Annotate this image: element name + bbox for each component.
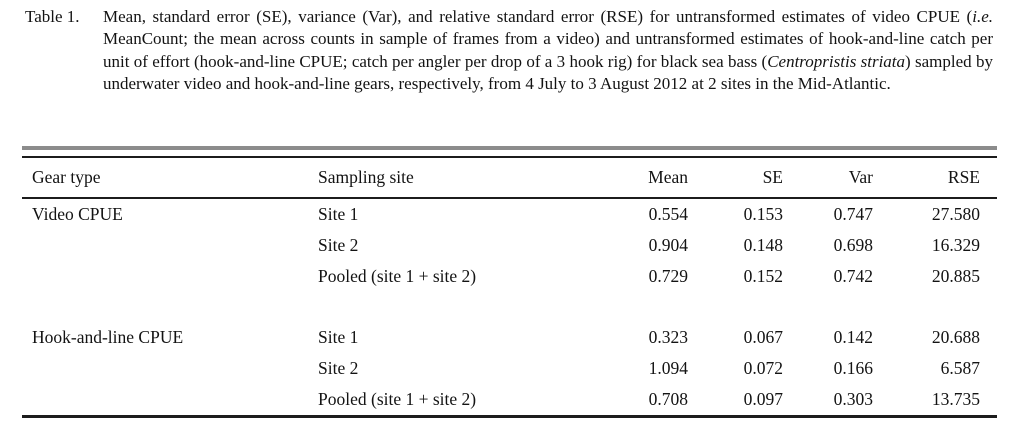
caption-part: MeanCount; the mean across counts in sam…: [103, 29, 993, 71]
cell-rse: 13.735: [931, 389, 980, 409]
caption-part-italic: i.e.: [972, 7, 993, 26]
cell-mean: 1.094: [648, 358, 688, 378]
table-caption-text: Mean, standard error (SE), variance (Var…: [103, 6, 993, 96]
cell-site: Site 2: [318, 235, 359, 255]
table-row: Site 2 0.904 0.148 0.698 16.329: [22, 230, 997, 261]
caption-part: Mean, standard error (SE), variance (Var…: [103, 7, 973, 26]
table-row: Video CPUE Site 1 0.554 0.153 0.747 27.5…: [22, 199, 997, 230]
cell-var: 0.698: [833, 235, 873, 255]
table-top-rule-black: [22, 156, 997, 158]
table-row: Pooled (site 1 + site 2) 0.708 0.097 0.3…: [22, 384, 997, 415]
cell-var: 0.142: [833, 327, 873, 347]
table-row: Hook-and-line CPUE Site 1 0.323 0.067 0.…: [22, 322, 997, 353]
table-caption-number: Table 1.: [25, 7, 80, 26]
cell-rse: 20.885: [931, 266, 980, 286]
cell-se: 0.072: [743, 358, 783, 378]
data-table: Gear type Sampling site Mean SE Var RSE …: [22, 146, 997, 418]
table-top-rule-gray: [22, 146, 997, 150]
table-caption: Table 1. Mean, standard error (SE), vari…: [25, 6, 993, 96]
cell-rse: 27.580: [931, 204, 980, 224]
cell-rse: 6.587: [940, 358, 980, 378]
cell-gear: Hook-and-line CPUE: [32, 327, 184, 347]
cell-se: 0.097: [743, 389, 783, 409]
cell-rse: 16.329: [931, 235, 980, 255]
cell-var: 0.303: [833, 389, 873, 409]
caption-part: ) sampled by underwater video and hook-a…: [103, 51, 993, 94]
header-gear-type: Gear type: [32, 167, 101, 187]
cell-site: Site 1: [318, 204, 359, 224]
cell-se: 0.067: [743, 327, 783, 347]
cell-var: 0.166: [833, 358, 873, 378]
table-row: Site 2 1.094 0.072 0.166 6.587: [22, 353, 997, 384]
header-sampling-site: Sampling site: [318, 167, 414, 187]
cell-site: Site 2: [318, 358, 359, 378]
table-header-row: Gear type Sampling site Mean SE Var RSE: [22, 158, 997, 197]
cell-site: Pooled (site 1 + site 2): [318, 389, 477, 409]
table-row: Pooled (site 1 + site 2) 0.729 0.152 0.7…: [22, 261, 997, 292]
cell-site: Site 1: [318, 327, 359, 347]
cell-var: 0.742: [833, 266, 873, 286]
cell-mean: 0.729: [648, 266, 688, 286]
cell-var: 0.747: [833, 204, 873, 224]
header-se: SE: [762, 167, 783, 187]
cell-mean: 0.708: [648, 389, 688, 409]
header-bottom-rule: [22, 197, 997, 199]
cell-mean: 0.554: [648, 204, 688, 224]
cell-gear: Video CPUE: [32, 204, 123, 224]
cell-se: 0.152: [743, 266, 783, 286]
cell-rse: 20.688: [931, 327, 980, 347]
group-separator: [22, 292, 997, 322]
header-rse: RSE: [947, 167, 980, 187]
header-var: Var: [848, 167, 873, 187]
cell-se: 0.148: [743, 235, 783, 255]
cell-mean: 0.904: [648, 235, 688, 255]
table-bottom-rule: [22, 415, 997, 418]
header-mean: Mean: [648, 167, 688, 187]
cell-site: Pooled (site 1 + site 2): [318, 266, 477, 286]
cell-mean: 0.323: [648, 327, 688, 347]
caption-part-species-italic: Centropristis striata: [767, 51, 906, 71]
cell-se: 0.153: [743, 204, 783, 224]
